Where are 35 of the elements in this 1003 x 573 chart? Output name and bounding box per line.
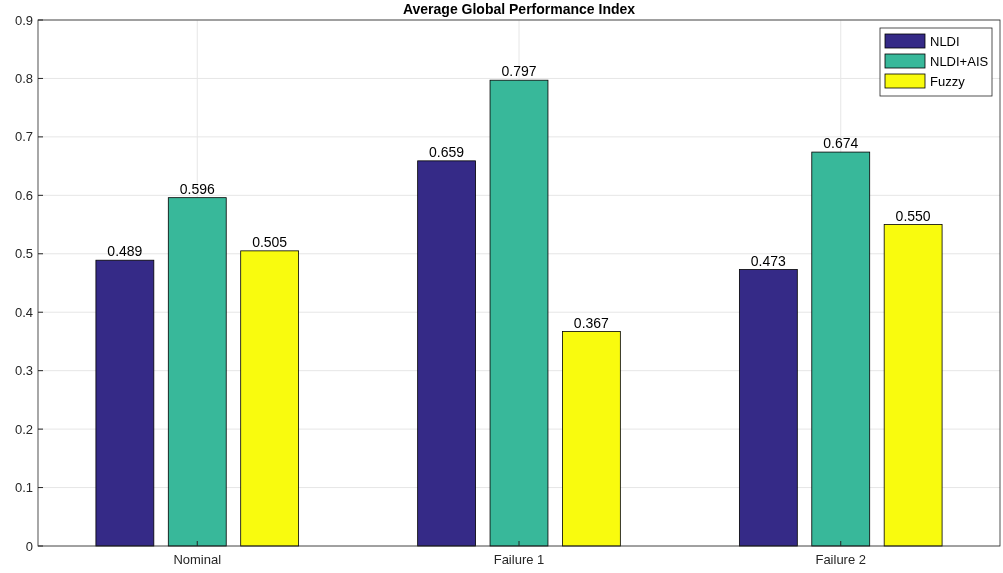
y-tick-label: 0.7 <box>14 129 33 145</box>
chart-title: Average Global Performance Index <box>402 1 636 17</box>
data-label: 0.550 <box>895 207 931 224</box>
bar <box>883 224 943 547</box>
y-tick-label: 0.8 <box>14 70 33 86</box>
bar <box>240 250 300 547</box>
bar <box>489 79 549 547</box>
legend-label: Fuzzy <box>930 73 966 89</box>
bar <box>811 151 871 547</box>
data-label: 0.674 <box>823 135 859 152</box>
data-label: 0.797 <box>501 63 537 80</box>
y-tick-label: 0.5 <box>14 246 33 262</box>
x-tick-label: Failure 1 <box>493 552 545 567</box>
data-label: 0.473 <box>750 252 787 269</box>
y-tick-label: 0.6 <box>14 187 33 203</box>
legend-label: NLDI+AIS <box>930 53 989 69</box>
data-label: 0.489 <box>107 243 143 260</box>
x-tick-label: Failure 2 <box>815 552 867 567</box>
data-label: 0.659 <box>429 143 465 160</box>
data-label: 0.505 <box>252 233 288 250</box>
y-tick-label: 0.1 <box>14 480 33 496</box>
bar <box>167 197 227 547</box>
legend-label: NLDI <box>930 33 960 49</box>
bar <box>562 331 621 547</box>
y-tick-label: 0.4 <box>14 304 33 320</box>
y-tick-label: 0.2 <box>14 421 33 437</box>
y-tick-label: 0.9 <box>14 12 33 28</box>
y-tick-label: 0.3 <box>14 363 33 379</box>
data-label: 0.367 <box>573 314 610 331</box>
x-tick-label: Nominal <box>173 552 222 567</box>
bar <box>738 269 798 547</box>
bar <box>95 259 155 547</box>
y-tick-label: 0 <box>25 538 33 554</box>
bar <box>417 160 476 547</box>
data-label: 0.596 <box>179 180 215 197</box>
